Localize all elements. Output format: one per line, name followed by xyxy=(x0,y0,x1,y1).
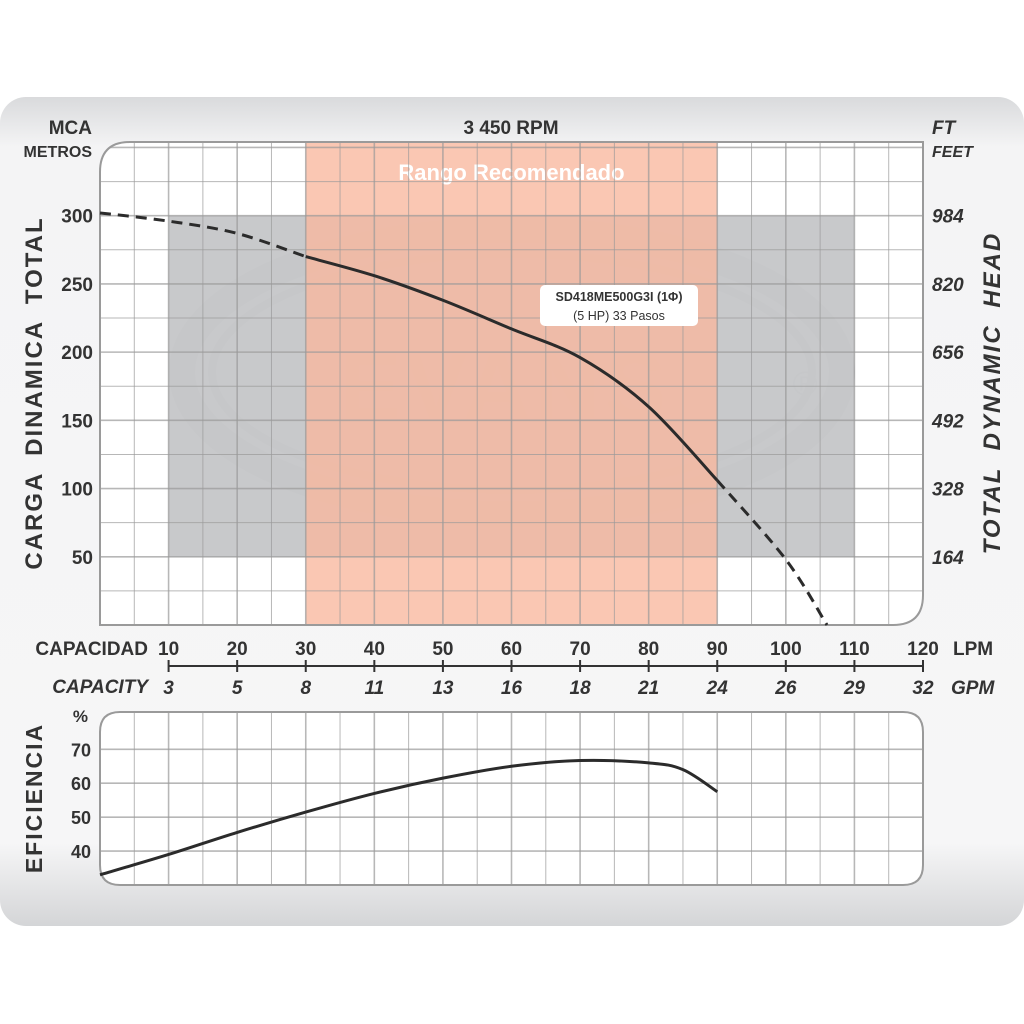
x-tick-label: 90 xyxy=(707,639,728,660)
efficiency-plot: 70 60 50 40 xyxy=(71,711,924,886)
x2-tick-label: 13 xyxy=(432,678,454,699)
y-tick-label: 150 xyxy=(61,411,93,432)
y-tick-label: 300 xyxy=(61,207,93,228)
series-label-box xyxy=(540,285,698,326)
x-tick-label: 50 xyxy=(432,639,453,660)
y-right-tick-label: 820 xyxy=(932,275,964,296)
x2-tick-label: 32 xyxy=(912,678,934,699)
title: 3 450 RPM xyxy=(463,118,558,139)
y-right-tick-label: 164 xyxy=(932,548,964,569)
x2-tick-label: 21 xyxy=(637,678,659,699)
y-tick-label: 50 xyxy=(72,548,93,569)
x2-tick-label: 16 xyxy=(501,678,523,699)
y-right-tick-label: 328 xyxy=(932,480,964,501)
x2-tick-label: 24 xyxy=(706,678,729,699)
x-tick-label: 100 xyxy=(770,639,802,660)
efficiency-plot-area xyxy=(100,712,923,885)
x-tick-label: 30 xyxy=(295,639,316,660)
y-tick-label: 100 xyxy=(61,480,93,501)
logo-registered-mark: ® xyxy=(792,365,817,403)
x-tick-label: 70 xyxy=(570,639,591,660)
eff-tick-label: 40 xyxy=(71,842,91,862)
x2-axis-label: CAPACITY xyxy=(52,677,150,698)
y-right-tick-label: 984 xyxy=(932,207,964,228)
plot-frame xyxy=(99,141,924,626)
x-tick-label: 110 xyxy=(839,639,870,660)
x-tick-label: 120 xyxy=(907,639,939,660)
eff-axis-label: EFICIENCIA xyxy=(21,723,47,873)
eff-tick-label: 70 xyxy=(71,740,91,760)
x-tick-label: 40 xyxy=(364,639,385,660)
head-curve-dashed-right xyxy=(716,479,829,626)
y-right-axis-label: TOTAL DYNAMIC HEAD xyxy=(979,232,1006,555)
x2-tick-label: 11 xyxy=(364,678,384,699)
eff-unit: % xyxy=(73,707,88,726)
eff-tick-label: 60 xyxy=(71,774,91,794)
x2-tick-label: 5 xyxy=(232,678,243,699)
x2-tick-label: 8 xyxy=(300,678,311,699)
y-tick-label: 200 xyxy=(61,343,93,364)
x2-tick-label: 26 xyxy=(774,678,797,699)
head-curve-solid xyxy=(305,255,719,482)
x-tick-label: 20 xyxy=(227,639,248,660)
x2-tick-label: 3 xyxy=(163,678,174,699)
series-label-line1: SD418ME500G3I (1Φ) xyxy=(556,290,683,304)
plot-frame xyxy=(99,711,924,886)
x-tick-label: 10 xyxy=(158,639,179,660)
y-right-unit: FT xyxy=(932,118,957,139)
y-unit: MCA xyxy=(49,118,93,139)
x2-tick-label: 29 xyxy=(843,678,866,699)
x-tick-label: 80 xyxy=(638,639,659,660)
eff-tick-label: 50 xyxy=(71,808,91,828)
x2-tick-label: 18 xyxy=(570,678,592,699)
efficiency-curve xyxy=(99,758,719,877)
head-plot-area: EVANS®Rango Recomendado xyxy=(100,142,923,625)
x-tick-label: 60 xyxy=(501,639,522,660)
y-unit2: METROS xyxy=(24,144,93,161)
y-right-tick-label: 492 xyxy=(931,411,964,432)
axis-labels: 3 450 RPM MCA METROS FT FEET CARGA DINAM… xyxy=(21,118,1006,873)
x-axis-label: CAPACIDAD xyxy=(35,639,148,660)
x2-axis-unit: GPM xyxy=(951,678,995,699)
series-label-line2: (5 HP) 33 Pasos xyxy=(573,309,665,323)
y-tick-label: 250 xyxy=(61,275,93,296)
y-axis-label: CARGA DINAMICA TOTAL xyxy=(21,216,48,569)
y-right-tick-label: 656 xyxy=(932,343,964,364)
y-right-unit2: FEET xyxy=(932,144,974,161)
x-axis-unit: LPM xyxy=(953,639,993,660)
